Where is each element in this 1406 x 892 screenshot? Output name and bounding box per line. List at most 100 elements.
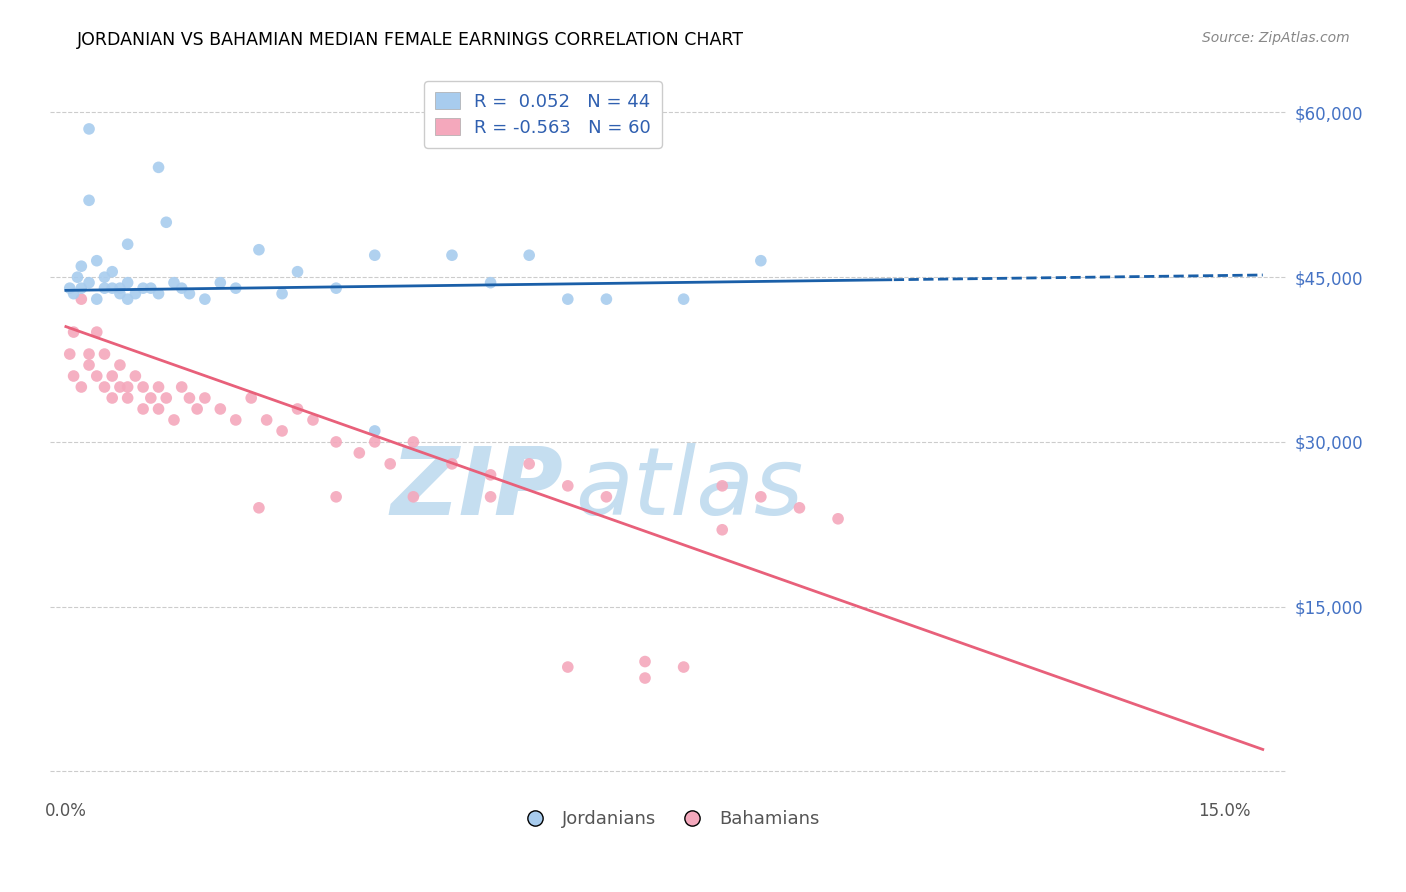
Point — [108, 358, 131, 372]
Point — [70, 259, 93, 273]
Point — [77, 122, 100, 136]
Point — [325, 434, 347, 449]
Point — [634, 655, 657, 669]
Point — [349, 446, 371, 460]
Point — [108, 380, 131, 394]
Point — [93, 281, 115, 295]
Point — [247, 500, 270, 515]
Point — [101, 265, 124, 279]
Point — [70, 281, 93, 295]
Point — [117, 391, 139, 405]
Point — [287, 401, 309, 416]
Point — [86, 253, 108, 268]
Point — [139, 391, 162, 405]
Legend: Jordanians, Bahamians: Jordanians, Bahamians — [509, 803, 827, 835]
Point — [148, 401, 170, 416]
Point — [170, 380, 193, 394]
Point — [108, 286, 131, 301]
Point — [93, 270, 115, 285]
Point — [77, 276, 100, 290]
Point — [66, 270, 89, 285]
Point — [62, 369, 84, 384]
Point — [101, 281, 124, 295]
Point — [132, 401, 155, 416]
Point — [148, 286, 170, 301]
Point — [517, 248, 540, 262]
Point — [70, 380, 93, 394]
Point — [325, 490, 347, 504]
Point — [247, 243, 270, 257]
Point — [364, 434, 387, 449]
Point — [77, 347, 100, 361]
Point — [364, 248, 387, 262]
Point — [749, 253, 772, 268]
Point — [209, 401, 232, 416]
Point — [209, 276, 232, 290]
Point — [440, 457, 463, 471]
Point — [634, 671, 657, 685]
Point — [132, 281, 155, 295]
Point — [86, 369, 108, 384]
Point — [287, 265, 309, 279]
Point — [256, 413, 278, 427]
Point — [194, 391, 217, 405]
Point — [225, 413, 247, 427]
Point — [595, 490, 617, 504]
Point — [827, 512, 849, 526]
Point — [163, 413, 186, 427]
Point — [517, 457, 540, 471]
Point — [77, 194, 100, 208]
Point — [108, 281, 131, 295]
Point — [62, 286, 84, 301]
Point — [77, 358, 100, 372]
Point — [59, 281, 82, 295]
Point — [124, 369, 146, 384]
Point — [170, 281, 193, 295]
Point — [557, 292, 579, 306]
Text: Source: ZipAtlas.com: Source: ZipAtlas.com — [1202, 31, 1350, 45]
Point — [479, 276, 502, 290]
Point — [789, 500, 811, 515]
Point — [117, 237, 139, 252]
Point — [93, 380, 115, 394]
Point — [557, 660, 579, 674]
Text: ZIP: ZIP — [391, 443, 564, 535]
Point — [179, 391, 201, 405]
Point — [479, 490, 502, 504]
Point — [70, 292, 93, 306]
Point — [93, 347, 115, 361]
Point — [186, 401, 208, 416]
Point — [402, 490, 425, 504]
Point — [402, 434, 425, 449]
Point — [557, 479, 579, 493]
Point — [194, 292, 217, 306]
Point — [117, 380, 139, 394]
Point — [139, 281, 162, 295]
Point — [440, 248, 463, 262]
Point — [117, 292, 139, 306]
Point — [59, 347, 82, 361]
Point — [117, 276, 139, 290]
Point — [155, 391, 177, 405]
Point — [364, 424, 387, 438]
Point — [595, 292, 617, 306]
Point — [325, 281, 347, 295]
Point — [163, 276, 186, 290]
Text: atlas: atlas — [575, 443, 804, 534]
Point — [749, 490, 772, 504]
Point — [101, 391, 124, 405]
Point — [86, 325, 108, 339]
Point — [380, 457, 402, 471]
Point — [711, 479, 734, 493]
Point — [225, 281, 247, 295]
Point — [240, 391, 263, 405]
Point — [155, 215, 177, 229]
Point — [711, 523, 734, 537]
Point — [672, 292, 695, 306]
Point — [672, 660, 695, 674]
Point — [271, 286, 294, 301]
Point — [479, 467, 502, 482]
Point — [124, 286, 146, 301]
Point — [62, 325, 84, 339]
Point — [86, 292, 108, 306]
